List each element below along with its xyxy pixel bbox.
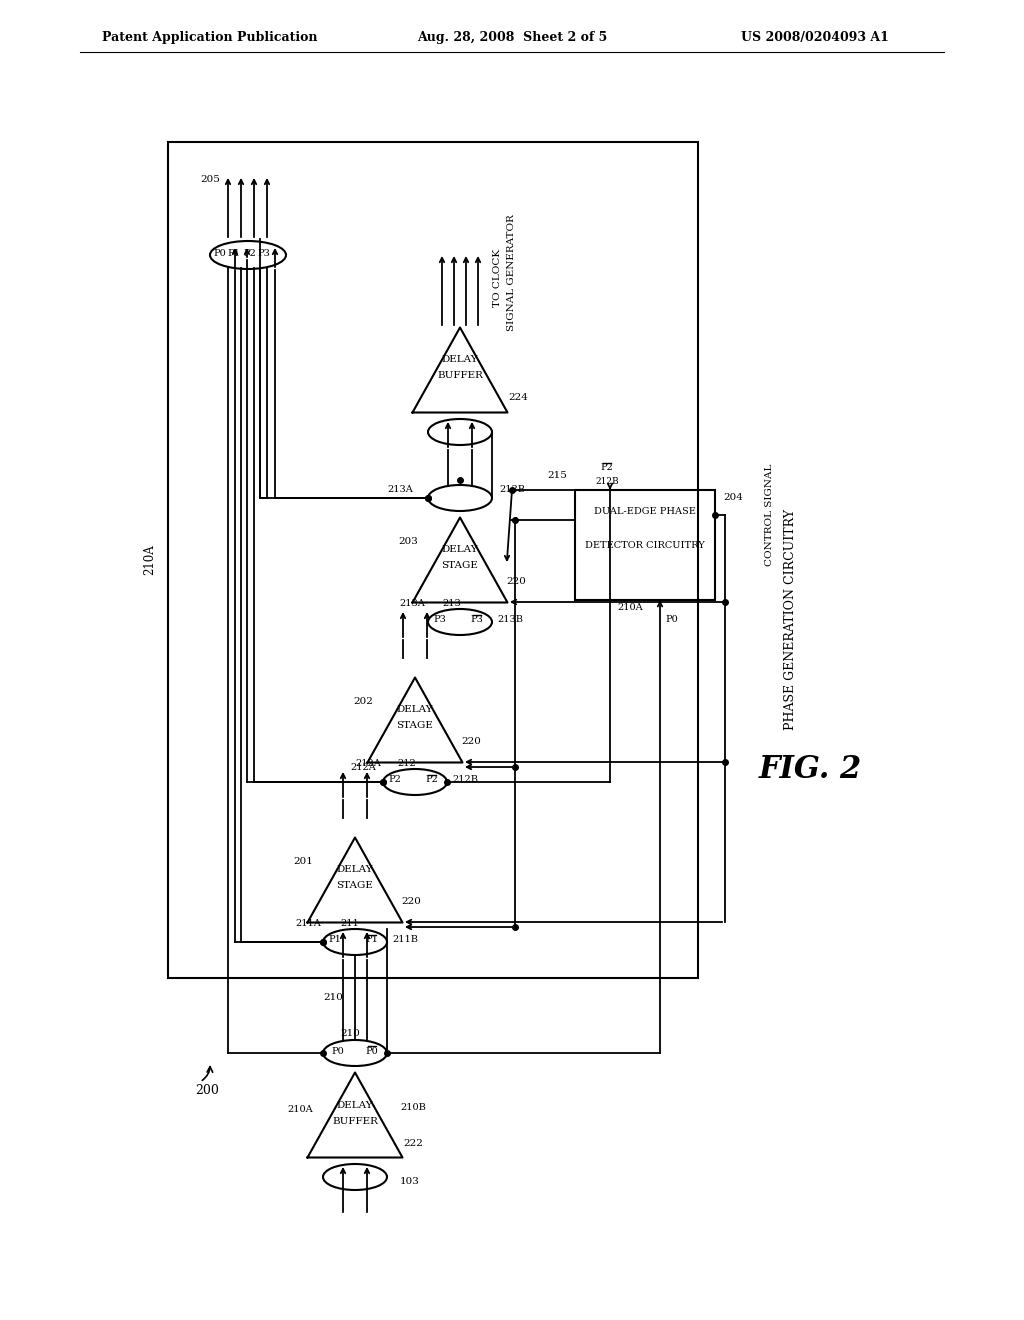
Text: 205: 205 (200, 176, 220, 185)
Text: P1: P1 (366, 936, 379, 945)
Text: BUFFER: BUFFER (437, 371, 483, 380)
Bar (575, 490, 715, 601)
Text: P1: P1 (329, 936, 341, 945)
Text: Patent Application Publication: Patent Application Publication (102, 30, 317, 44)
Bar (168, 143, 698, 978)
Text: 211A: 211A (295, 920, 321, 928)
Text: P2: P2 (426, 776, 438, 784)
Text: DELAY: DELAY (337, 866, 374, 874)
Text: 212A: 212A (355, 759, 381, 768)
Text: 212B: 212B (452, 776, 478, 784)
Text: DETECTOR CIRCUITRY: DETECTOR CIRCUITRY (585, 540, 705, 549)
Text: 212: 212 (397, 759, 417, 768)
Text: 103: 103 (400, 1177, 420, 1187)
Text: P0: P0 (332, 1047, 344, 1056)
Text: P0: P0 (214, 248, 226, 257)
Text: 210A: 210A (143, 545, 157, 576)
Text: 213A: 213A (387, 486, 413, 495)
Text: P3: P3 (258, 248, 270, 257)
Text: 212B: 212B (595, 478, 618, 487)
Text: P3: P3 (471, 615, 483, 624)
Text: DUAL-EDGE PHASE: DUAL-EDGE PHASE (594, 507, 696, 516)
Text: STAGE: STAGE (337, 882, 374, 891)
Text: P2: P2 (388, 776, 401, 784)
Text: P0: P0 (666, 615, 678, 624)
Text: 222: 222 (403, 1138, 423, 1147)
Text: 202: 202 (353, 697, 373, 706)
Text: 212A: 212A (350, 763, 376, 771)
Text: CONTROL SIGNAL: CONTROL SIGNAL (766, 463, 774, 566)
Text: DELAY: DELAY (396, 705, 433, 714)
Text: 220: 220 (461, 738, 481, 747)
Text: SIGNAL GENERATOR: SIGNAL GENERATOR (508, 215, 516, 331)
Text: US 2008/0204093 A1: US 2008/0204093 A1 (741, 30, 889, 44)
Text: 210: 210 (323, 994, 343, 1002)
Text: P2: P2 (600, 463, 613, 473)
Text: 213A: 213A (399, 599, 425, 609)
Text: 213B: 213B (499, 486, 525, 495)
Text: Aug. 28, 2008  Sheet 2 of 5: Aug. 28, 2008 Sheet 2 of 5 (417, 30, 607, 44)
Text: 215: 215 (547, 470, 567, 479)
Text: STAGE: STAGE (441, 561, 478, 570)
Text: 210A: 210A (287, 1106, 312, 1114)
Text: 210A: 210A (617, 603, 643, 612)
Text: BUFFER: BUFFER (332, 1117, 378, 1126)
Text: P2: P2 (244, 248, 256, 257)
Text: 201: 201 (293, 858, 313, 866)
Text: 203: 203 (398, 537, 418, 546)
Text: STAGE: STAGE (396, 722, 433, 730)
Text: PHASE GENERATION CIRCUITRY: PHASE GENERATION CIRCUITRY (783, 510, 797, 730)
Text: 213B: 213B (497, 615, 523, 624)
Text: 200: 200 (195, 1084, 219, 1097)
Text: TO CLOCK: TO CLOCK (494, 249, 503, 308)
Text: 211B: 211B (392, 936, 418, 945)
Text: 220: 220 (506, 578, 526, 586)
Text: FIG. 2: FIG. 2 (759, 755, 861, 785)
Text: P0: P0 (366, 1047, 379, 1056)
Text: DELAY: DELAY (441, 355, 478, 364)
Text: 224: 224 (508, 393, 528, 403)
Text: 220: 220 (401, 898, 421, 907)
Text: 211: 211 (341, 920, 359, 928)
Text: 210: 210 (340, 1028, 360, 1038)
Text: 213: 213 (442, 599, 462, 609)
Text: P1: P1 (227, 248, 241, 257)
Text: DELAY: DELAY (441, 545, 478, 554)
Text: 210B: 210B (400, 1102, 426, 1111)
Text: P3: P3 (433, 615, 446, 624)
Text: DELAY: DELAY (337, 1101, 374, 1110)
Text: 204: 204 (723, 494, 742, 503)
